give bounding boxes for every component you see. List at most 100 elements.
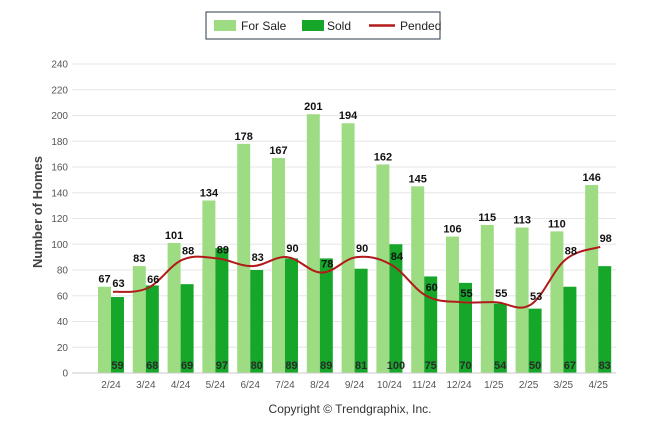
label-for-sale: 110 xyxy=(548,218,566,230)
legend-swatch-sold xyxy=(302,20,324,31)
bar-for-sale xyxy=(132,266,146,373)
bar-sold xyxy=(389,244,403,373)
bar-sold xyxy=(285,258,298,373)
label-for-sale: 134 xyxy=(200,187,219,199)
bar-for-sale xyxy=(515,227,529,373)
y-tick-label: 40 xyxy=(57,317,69,328)
label-for-sale: 106 xyxy=(443,224,461,236)
label-for-sale: 167 xyxy=(269,145,287,157)
y-tick-label: 120 xyxy=(51,214,68,225)
pended-line xyxy=(112,245,601,309)
label-for-sale: 115 xyxy=(478,212,496,224)
bar-sold xyxy=(493,303,507,373)
x-tick-label: 9/24 xyxy=(345,380,365,391)
label-pended: 55 xyxy=(460,288,472,300)
y-tick-label: 100 xyxy=(51,240,68,251)
bar-for-sale xyxy=(376,164,390,373)
label-pended: 90 xyxy=(356,243,368,255)
label-for-sale: 194 xyxy=(339,110,358,122)
bar-for-sale xyxy=(272,157,285,373)
label-for-sale: 113 xyxy=(513,215,531,227)
y-tick-label: 220 xyxy=(51,85,68,96)
label-sold: 70 xyxy=(459,360,471,372)
label-sold: 67 xyxy=(564,360,576,372)
x-tick-label: 4/25 xyxy=(588,380,608,391)
y-tick-label: 180 xyxy=(51,137,68,148)
x-tick-label: 7/24 xyxy=(275,380,295,391)
legend-label-sold: Sold xyxy=(327,19,351,33)
label-pended: 90 xyxy=(286,243,298,255)
y-axis-title: Number of Homes xyxy=(30,156,45,268)
bar-for-sale xyxy=(341,123,355,373)
label-for-sale: 67 xyxy=(98,274,110,286)
bar-for-sale xyxy=(202,200,216,373)
label-pended: 78 xyxy=(321,259,333,271)
label-for-sale: 201 xyxy=(304,101,322,113)
bar-sold xyxy=(111,297,124,373)
line-pended xyxy=(112,245,601,309)
bar-for-sale xyxy=(550,231,564,373)
y-tick-label: 140 xyxy=(51,188,68,199)
bar-for-sale xyxy=(306,114,320,374)
data-labels: 67 59 63 83 68 66 101 69 88 134 97 89 178 80 83 167 89 90… xyxy=(98,101,611,372)
label-sold: 59 xyxy=(111,360,123,372)
x-tick-label: 10/24 xyxy=(377,380,402,391)
x-tick-label: 8/24 xyxy=(310,380,330,391)
bar-sold xyxy=(598,266,612,373)
bar-sold xyxy=(354,268,368,373)
bar-sold xyxy=(563,286,577,373)
bar-for-sale xyxy=(98,286,111,373)
label-for-sale: 83 xyxy=(133,253,145,265)
label-pended: 53 xyxy=(530,291,542,303)
bar-for-sale xyxy=(446,236,459,373)
label-pended: 89 xyxy=(217,244,229,256)
bar-for-sale xyxy=(480,224,494,373)
legend: For Sale Sold Pended xyxy=(205,11,441,40)
axes: 0 20 40 60 80 100 120 140 160 180 200 220 240 2/24 3/2… xyxy=(51,60,616,391)
bar-sold xyxy=(180,284,194,373)
label-pended: 88 xyxy=(565,246,577,258)
label-pended: 98 xyxy=(600,233,612,245)
label-pended: 63 xyxy=(112,278,124,290)
bar-sold xyxy=(424,276,438,373)
y-tick-label: 240 xyxy=(51,60,68,71)
bar-for-sale xyxy=(237,143,251,373)
x-tick-label: 3/25 xyxy=(554,380,574,391)
label-pended: 55 xyxy=(495,288,507,300)
label-sold: 89 xyxy=(320,360,332,372)
x-tick-label: 12/24 xyxy=(446,380,471,391)
label-pended: 66 xyxy=(147,274,159,286)
bar-sold xyxy=(145,285,159,373)
x-tick-label: 4/24 xyxy=(171,380,191,391)
label-sold: 69 xyxy=(181,360,193,372)
legend-label-for-sale: For Sale xyxy=(241,19,287,33)
label-sold: 54 xyxy=(494,360,507,372)
label-for-sale: 162 xyxy=(374,151,392,163)
label-sold: 100 xyxy=(387,360,405,372)
y-tick-label: 200 xyxy=(51,111,68,122)
label-pended: 84 xyxy=(391,251,404,263)
bars xyxy=(98,114,612,374)
bar-sold xyxy=(215,248,229,373)
x-tick-label: 2/25 xyxy=(519,380,539,391)
label-sold: 68 xyxy=(146,360,158,372)
bar-for-sale xyxy=(585,185,599,373)
y-tick-label: 60 xyxy=(57,291,69,302)
label-sold: 81 xyxy=(355,360,367,372)
x-tick-label: 2/24 xyxy=(101,380,121,391)
label-for-sale: 146 xyxy=(583,172,601,184)
bar-for-sale xyxy=(167,242,181,373)
label-for-sale: 101 xyxy=(165,230,183,242)
x-tick-label: 1/25 xyxy=(484,380,504,391)
label-pended: 88 xyxy=(182,246,194,258)
label-sold: 83 xyxy=(599,360,611,372)
label-sold: 89 xyxy=(285,360,297,372)
y-tick-label: 0 xyxy=(62,369,68,380)
label-sold: 97 xyxy=(216,360,228,372)
label-sold: 80 xyxy=(251,360,263,372)
bar-for-sale xyxy=(411,186,425,373)
label-for-sale: 178 xyxy=(235,131,253,143)
x-tick-label: 3/24 xyxy=(136,380,156,391)
y-tick-label: 20 xyxy=(57,343,69,354)
